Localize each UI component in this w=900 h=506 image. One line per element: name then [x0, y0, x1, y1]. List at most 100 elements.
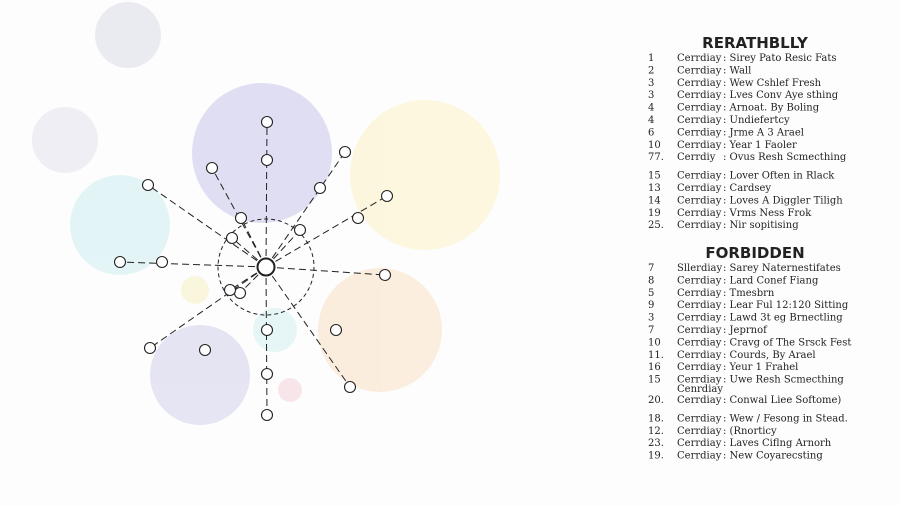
item-number: 10	[648, 140, 661, 151]
item-number: 16	[648, 362, 661, 373]
item-day: Cerrdiay	[677, 140, 722, 151]
node	[113, 255, 127, 269]
item-text: : (Rnorticy	[723, 426, 777, 437]
item-day: Cerrdiay	[677, 375, 722, 386]
item-number: 13	[648, 183, 661, 194]
item-text: : Sirey Pato Resic Fats	[723, 53, 837, 64]
item-day: Cerrdiay	[677, 78, 722, 89]
item-text: : Wall	[723, 65, 751, 76]
item-number: 3	[648, 78, 654, 89]
item-day: Cerrdiay	[677, 350, 722, 361]
spoke	[265, 151, 346, 268]
item-text: : Conwal Liee Softome)	[723, 395, 841, 406]
item-number: 3	[648, 90, 654, 101]
item-text: : Jeprnof	[723, 325, 768, 336]
item-day: Cerrdiay	[677, 413, 722, 424]
item-number: 7	[648, 325, 654, 336]
node	[198, 343, 212, 357]
node	[260, 367, 274, 381]
item-number: 9	[648, 300, 654, 311]
item-text: : Laves Ciflng Arnorh	[723, 438, 832, 449]
spoke	[229, 266, 267, 291]
background-circles	[32, 2, 500, 425]
item-number: 7	[648, 263, 654, 274]
item-number: 1	[648, 53, 654, 64]
item-text: : Wew / Fesong in Stead.	[723, 413, 848, 424]
item-day: Cerrdiay	[677, 451, 722, 462]
item-text: : Ovus Resh Scmecthing	[723, 152, 847, 163]
item-text: : Wew Cshlef Fresh	[723, 78, 822, 89]
item-number: 20.	[648, 395, 664, 406]
item-number: 4	[648, 103, 654, 114]
item-text: : Uwe Resh Scmecthing	[723, 375, 844, 386]
item-number: 14	[648, 195, 661, 206]
spoke	[265, 229, 301, 268]
item-day: Cerrdiay	[677, 313, 722, 324]
item-number: 18.	[648, 413, 664, 424]
item-day: Cerrdiay	[677, 337, 722, 348]
node	[141, 178, 155, 192]
spoke	[265, 195, 388, 268]
item-text: : Yeur 1 Frahel	[723, 362, 798, 373]
node	[260, 115, 274, 129]
node	[225, 231, 239, 245]
node	[260, 153, 274, 167]
item-day: Sllerdiay	[677, 263, 723, 274]
item-text: : Sarey Naternestifates	[723, 263, 841, 274]
item-day: Cerrdiay	[677, 426, 722, 437]
node	[313, 181, 327, 195]
spoke	[147, 184, 267, 268]
item-day: Cerrdiay	[677, 53, 722, 64]
item-number: 12.	[648, 426, 664, 437]
item-day: Cerrdiay	[677, 300, 722, 311]
item-text: : Loves A Diggler Tiligh	[723, 195, 843, 206]
node	[205, 161, 219, 175]
item-number: 25.	[648, 220, 664, 231]
item-day: Cerrdiay	[677, 183, 722, 194]
item-number: 15	[648, 375, 661, 386]
spoke	[231, 237, 267, 268]
item-day: Cerrdiay	[677, 395, 722, 406]
item-number: 6	[648, 127, 654, 138]
item-text: : Tmesbrn	[723, 288, 775, 299]
item-day: Cerrdiay	[677, 208, 722, 219]
item-day: Cerrdiay	[677, 171, 722, 182]
list-heading: RERATHBLLY	[702, 34, 809, 52]
item-text: : Year 1 Faoler	[723, 140, 797, 151]
item-number: 3	[648, 313, 654, 324]
item-number: 19	[648, 208, 661, 219]
spoke	[240, 217, 267, 268]
item-number: 19.	[648, 451, 664, 462]
item-number: 2	[648, 65, 654, 76]
item-text: : Cardsey	[723, 183, 771, 194]
node	[343, 380, 357, 394]
item-number: 8	[648, 275, 654, 286]
item-day: Cerrdiay	[677, 362, 722, 373]
spoke	[265, 121, 268, 268]
item-text: : Cravg of The Srsck Fest	[723, 337, 851, 348]
item-day: Cerrdiay	[677, 438, 722, 449]
item-text: : Nir sopitising	[723, 220, 799, 231]
spoke	[119, 261, 267, 268]
item-text: : Courds, By Arael	[723, 350, 816, 361]
item-day: Cerrdiay	[677, 220, 722, 231]
item-text: : Lear Ful 12:120 Sitting	[723, 300, 849, 311]
item-text: : Arnoat. By Boling	[723, 103, 820, 114]
item-number: 77.	[648, 152, 664, 163]
node	[338, 145, 352, 159]
item-day: Cerrdiy	[677, 152, 716, 163]
node	[143, 341, 157, 355]
node	[260, 408, 274, 422]
item-day: Cerrdiay	[677, 288, 722, 299]
spoke	[149, 266, 267, 349]
item-day: Cerrdiay	[677, 275, 722, 286]
node	[380, 189, 394, 203]
item-text: : New Coyarecsting	[723, 451, 823, 462]
node	[233, 286, 247, 300]
item-number: 15	[648, 171, 661, 182]
item-text: : Vrms Ness Frok	[723, 208, 812, 219]
item-day: Cerrdiay	[677, 195, 722, 206]
node-diagram	[113, 115, 394, 422]
